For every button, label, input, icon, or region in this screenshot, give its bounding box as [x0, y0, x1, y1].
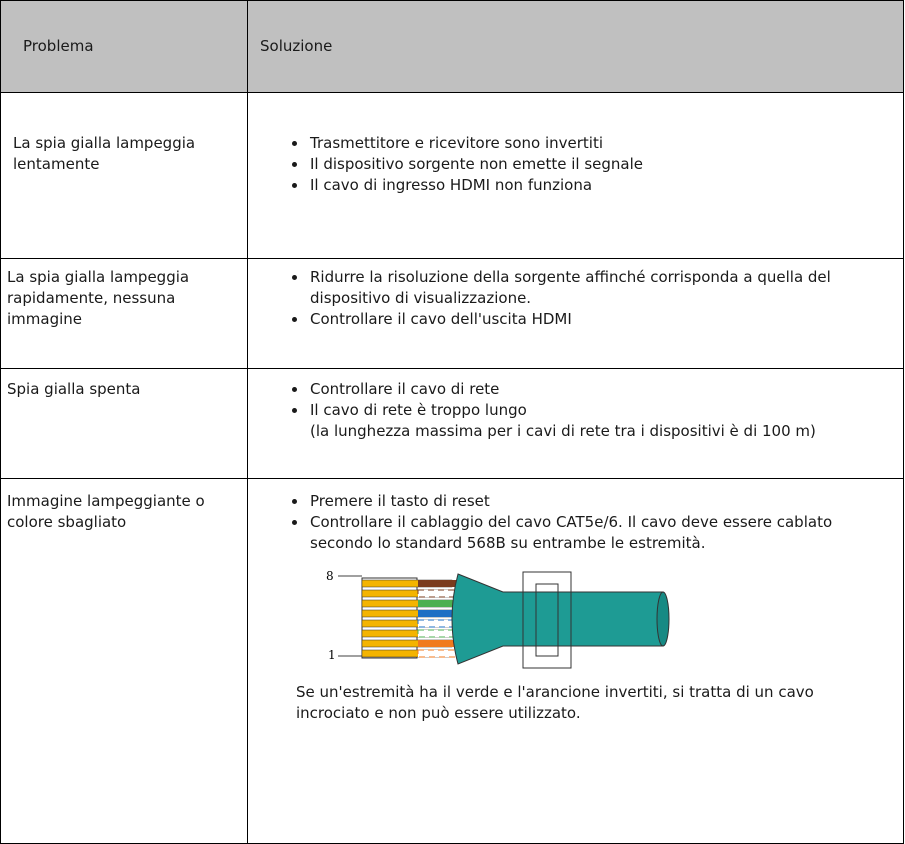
row: Spia gialla spenta Controllare il cavo d… [0, 368, 904, 479]
pin-label: 8 [326, 569, 334, 583]
row: Immagine lampeggiante o colore sbagliato… [0, 478, 904, 844]
solution: Il cavo di rete è troppo lungo (la lunghe… [308, 400, 883, 442]
footer-text: Se un'estremità ha il verde e l'arancion… [296, 683, 814, 722]
problem: Spia gialla spenta [7, 380, 141, 398]
problem: La spia gialla lampeggia rapidamente, ne… [7, 268, 190, 328]
solution-list: Trasmettitore e ricevitore sono invertit… [248, 93, 903, 196]
solution-cell: Ridurre la risoluzione della sorgente af… [247, 258, 904, 369]
problem: La spia gialla lampeggia lentamente [13, 134, 196, 173]
header-text: Problema [23, 37, 94, 55]
header-row: Problema Soluzione [0, 0, 904, 93]
header-cell: Soluzione [247, 0, 904, 93]
header-text: Soluzione [260, 37, 333, 55]
solution: Controllare il cablaggio del cavo CAT5e/… [308, 512, 883, 554]
solution-list: Premere il tasto di reset Controllare il… [248, 479, 903, 554]
solution-note: (la lunghezza massima per i cavi di rete… [310, 422, 816, 440]
wires [361, 579, 469, 658]
solution-cell: Trasmettitore e ricevitore sono invertit… [247, 92, 904, 259]
solution: Trasmettitore e ricevitore sono invertit… [308, 133, 883, 154]
solution-list: Ridurre la risoluzione della sorgente af… [248, 259, 903, 330]
solution: Controllare il cavo di rete [308, 379, 883, 400]
solution: Premere il tasto di reset [308, 491, 883, 512]
solution: Ridurre la risoluzione della sorgente af… [308, 267, 883, 309]
solution-list: Controllare il cavo di rete Il cavo di r… [248, 369, 903, 442]
row: La spia gialla lampeggia rapidamente, ne… [0, 258, 904, 369]
solution-cell: Controllare il cavo di rete Il cavo di r… [247, 368, 904, 479]
solution-text: Il cavo di rete è troppo lungo [310, 401, 527, 419]
pin-label: 1 [328, 648, 336, 662]
header-cell: Problema [0, 0, 248, 93]
solution-cell: Premere il tasto di reset Controllare il… [247, 478, 904, 844]
problem: Immagine lampeggiante o colore sbagliato [7, 492, 205, 531]
solution: Controllare il cavo dell'uscita HDMI [308, 309, 883, 330]
cable-illustration: 8 1 [326, 569, 670, 669]
solution: Il dispositivo sorgente non emette il se… [308, 154, 883, 175]
problem-cell: Spia gialla spenta [0, 368, 248, 479]
problem-cell: Immagine lampeggiante o colore sbagliato [0, 478, 248, 844]
solution: Il cavo di ingresso HDMI non funziona [308, 175, 883, 196]
problem-cell: La spia gialla lampeggia lentamente [0, 92, 248, 259]
row: La spia gialla lampeggia lentamente Tras… [0, 92, 904, 259]
problem-cell: La spia gialla lampeggia rapidamente, ne… [0, 258, 248, 369]
